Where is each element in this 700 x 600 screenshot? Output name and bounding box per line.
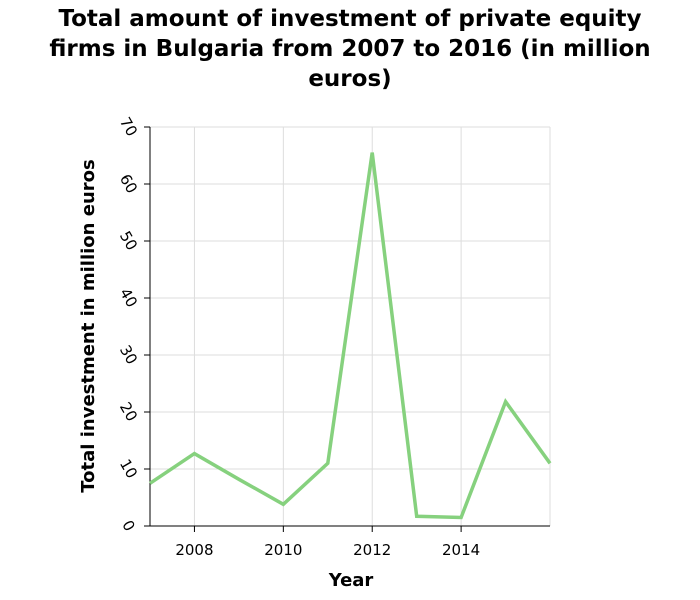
chart-title: Total amount of investment of private eq… <box>0 4 700 94</box>
series-layer <box>149 152 552 520</box>
y-axis-title: Total investment in million euros <box>78 159 99 492</box>
chart-title-line-2: firms in Bulgaria from 2007 to 2016 (in … <box>49 36 651 62</box>
y-tick-label: 10 <box>116 456 141 482</box>
y-tick-label: 0 <box>118 517 138 534</box>
grid <box>150 126 551 526</box>
y-tick-label: 20 <box>116 399 141 425</box>
chart-title-line-3: euros) <box>308 66 392 92</box>
chart-title-line-1: Total amount of investment of private eq… <box>58 6 642 32</box>
y-tick-label: 50 <box>116 228 141 254</box>
x-tick-label: 2012 <box>353 541 391 559</box>
x-tick-label: 2014 <box>442 541 480 559</box>
x-tick-label: 2008 <box>175 541 213 559</box>
data-line-0 <box>149 152 552 520</box>
x-axis-title: Year <box>328 570 374 591</box>
y-tick-label: 40 <box>116 285 141 311</box>
axes <box>144 126 550 532</box>
y-tick-label: 70 <box>116 114 141 140</box>
y-tick-label: 60 <box>116 171 141 197</box>
y-tick-label: 30 <box>116 342 141 368</box>
x-tick-label: 2010 <box>264 541 302 559</box>
